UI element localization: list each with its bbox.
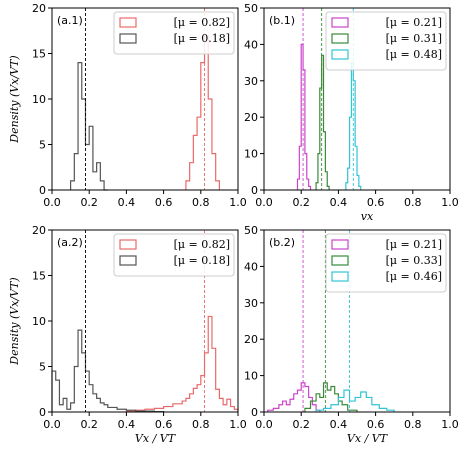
y-tick-label: 0 <box>39 406 46 419</box>
legend-swatch <box>331 255 349 266</box>
x-tick-label: 0.8 <box>404 418 422 431</box>
x-tick-label: 0.6 <box>367 418 385 431</box>
legend-entry: [μ = 0.21] <box>386 16 442 29</box>
legend-entry: [μ = 0.18] <box>174 254 230 267</box>
legend-box <box>113 11 235 55</box>
axes-frame <box>263 229 451 413</box>
x-tick-label: 0.0 <box>43 196 61 209</box>
legend-swatch <box>331 271 349 282</box>
x-tick-label: 0.4 <box>330 418 348 431</box>
axes-frame <box>263 7 451 191</box>
panel-b.2: 0.0 0.2 0.4 0.6 0.8 1.0 0 10 20 30 40 50 (b.2) [μ = 0… <box>244 224 459 445</box>
x-axis-label: vx <box>361 210 374 223</box>
y-tick-label: 0 <box>39 184 46 197</box>
legend-entry: [μ = 0.82] <box>174 238 230 251</box>
x-tick-label: 1.0 <box>441 196 459 209</box>
y-axis-label: Density (Vx/VT) <box>8 55 21 143</box>
legend-swatch <box>119 239 137 250</box>
legend-entry: [μ = 0.48] <box>386 48 442 61</box>
legend-entry: [μ = 0.31] <box>386 32 442 45</box>
x-tick-label: 1.0 <box>441 418 459 431</box>
legend-entry: [μ = 0.18] <box>174 32 230 45</box>
y-tick-label: 20 <box>244 111 258 124</box>
legend-swatch <box>119 17 137 28</box>
legend-swatch <box>331 49 349 60</box>
y-tick-label: 0 <box>251 184 258 197</box>
x-tick-label: 0.8 <box>404 196 422 209</box>
x-tick-label: 0.2 <box>80 418 98 431</box>
panel-a.1: 0.0 0.2 0.4 0.6 0.8 1.0 0 5 10 15 20 (a.1) [μ = 0.82… <box>8 2 247 209</box>
histogram-0 <box>125 315 239 412</box>
panel-label: (a.1) <box>57 14 83 27</box>
y-tick-label: 5 <box>39 139 46 152</box>
y-tick-label: 40 <box>244 38 258 51</box>
x-tick-label: 0.0 <box>255 418 273 431</box>
y-tick-label: 0 <box>251 406 258 419</box>
legend-swatch <box>119 255 137 266</box>
panel-b.1: 0.0 0.2 0.4 0.6 0.8 1.0 0 10 20 30 40 50 (b.1) [μ = 0… <box>244 2 459 223</box>
legend-entry: [μ = 0.46] <box>386 270 442 283</box>
x-axis-label: Vx / VT <box>135 432 177 445</box>
y-tick-label: 15 <box>32 48 46 61</box>
y-tick-label: 10 <box>32 315 46 328</box>
legend-entry: [μ = 0.21] <box>386 238 442 251</box>
y-tick-label: 5 <box>39 361 46 374</box>
x-axis-label: Vx / VT <box>347 432 389 445</box>
x-tick-label: 0.2 <box>292 196 310 209</box>
legend-swatch <box>119 33 137 44</box>
histogram-1 <box>315 54 330 190</box>
x-tick-label: 0.8 <box>192 418 210 431</box>
x-tick-label: 0.2 <box>292 418 310 431</box>
legend-swatch <box>331 239 349 250</box>
x-tick-label: 0.4 <box>330 196 348 209</box>
panel-a.2: 0.0 0.2 0.4 0.6 0.8 1.0 0 5 10 15 20 (a.2) [μ = 0.82… <box>8 224 247 445</box>
y-tick-label: 30 <box>244 297 258 310</box>
x-tick-label: 0.4 <box>118 418 136 431</box>
y-tick-label: 20 <box>32 224 46 237</box>
y-tick-label: 40 <box>244 260 258 273</box>
legend-swatch <box>331 17 349 28</box>
panel-label: (b.2) <box>269 236 295 249</box>
y-axis-label: Density (Vx/VT) <box>8 277 21 365</box>
y-tick-label: 10 <box>32 93 46 106</box>
histogram-1 <box>70 62 108 191</box>
panel-label: (b.1) <box>269 14 295 27</box>
legend-box <box>325 11 447 71</box>
y-tick-label: 15 <box>32 270 46 283</box>
histogram-1 <box>304 382 358 412</box>
y-tick-label: 10 <box>244 148 258 161</box>
legend-box <box>325 233 447 293</box>
x-tick-label: 0.6 <box>367 196 385 209</box>
y-tick-label: 30 <box>244 75 258 88</box>
y-tick-label: 50 <box>244 2 258 15</box>
legend-box <box>113 233 235 277</box>
y-tick-label: 20 <box>244 333 258 346</box>
legend-entry: [μ = 0.82] <box>174 16 230 29</box>
legend-swatch <box>331 33 349 44</box>
x-tick-label: 0.6 <box>155 418 173 431</box>
x-tick-label: 0.6 <box>155 196 173 209</box>
histogram-2 <box>345 62 362 190</box>
histogram-0 <box>267 382 321 412</box>
x-tick-label: 1.0 <box>229 418 247 431</box>
histogram-0 <box>185 34 220 190</box>
legend-entry: [μ = 0.33] <box>386 254 442 267</box>
panel-label: (a.2) <box>57 236 83 249</box>
y-tick-label: 20 <box>32 2 46 15</box>
histogram-0 <box>296 43 312 190</box>
x-tick-label: 0.8 <box>192 196 210 209</box>
y-tick-label: 50 <box>244 224 258 237</box>
x-tick-label: 0.0 <box>43 418 61 431</box>
y-tick-label: 10 <box>244 370 258 383</box>
x-tick-label: 0.0 <box>255 196 273 209</box>
x-tick-label: 1.0 <box>229 196 247 209</box>
histogram-2 <box>315 389 395 412</box>
x-tick-label: 0.2 <box>80 196 98 209</box>
histogram-1 <box>51 329 165 413</box>
x-tick-label: 0.4 <box>118 196 136 209</box>
